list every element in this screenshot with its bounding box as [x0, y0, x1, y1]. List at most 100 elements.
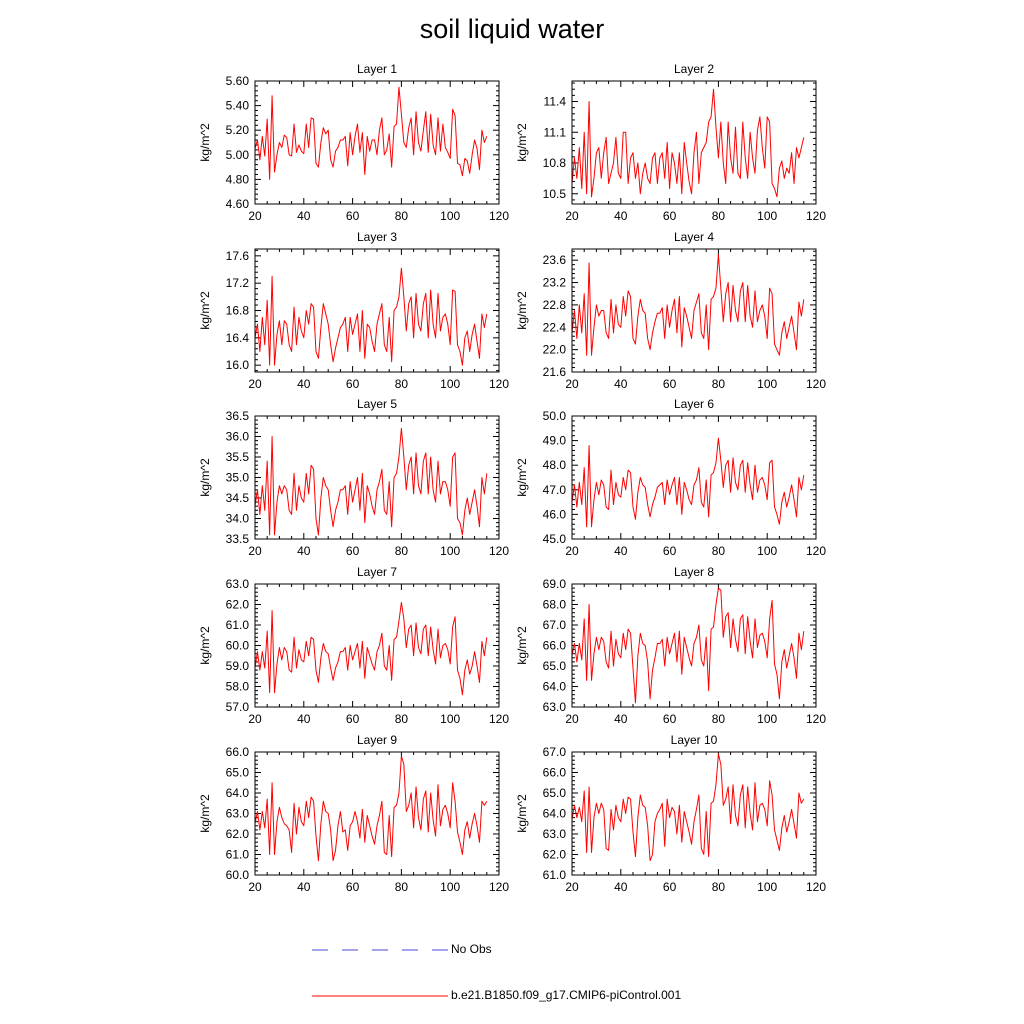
layer-3-title: Layer 3 — [357, 230, 397, 244]
layer-9-xtick-label: 120 — [489, 880, 509, 894]
layer-5-xtick-label: 100 — [440, 544, 460, 558]
layer-5-ytick-label: 36.0 — [226, 430, 250, 444]
layer-2-xtick-label: 60 — [663, 209, 677, 223]
layer-2-ytick-label: 11.4 — [544, 95, 567, 109]
layer-9-ytick-label: 66.0 — [226, 745, 250, 759]
layer-5-xtick-label: 60 — [346, 544, 360, 558]
layer-10-plot-frame — [571, 751, 817, 876]
layer-10-ytick-label: 61.0 — [543, 868, 567, 882]
layer-4-xtick-label: 80 — [712, 377, 726, 391]
layer-4-ytick-label: 23.2 — [543, 276, 567, 290]
layer-9-ytick-label: 63.0 — [226, 807, 250, 821]
layer-4-xtick-label: 60 — [663, 377, 677, 391]
layer-4-xtick-label: 40 — [614, 377, 628, 391]
layer-1-ytick-label: 4.60 — [226, 197, 250, 211]
layer-9-series-line — [254, 755, 488, 862]
layer-4-series-line — [571, 254, 805, 356]
layer-6-ytick-label: 48.0 — [543, 458, 567, 472]
layer-5-ytick-label: 35.0 — [226, 471, 250, 485]
layer-2-title: Layer 2 — [674, 62, 714, 76]
layer-9-plot-frame — [254, 751, 500, 876]
layer-6-ytick-label: 47.0 — [543, 483, 567, 497]
layer-9-ytick-label: 64.0 — [226, 786, 250, 800]
layer-8-ytick-label: 65.0 — [543, 659, 567, 673]
layer-10-ylabel: kg/m^2 — [515, 794, 529, 833]
layer-7-ylabel: kg/m^2 — [198, 626, 212, 665]
layer-4-ylabel: kg/m^2 — [515, 291, 529, 330]
layer-7-ytick-label: 62.0 — [226, 598, 250, 612]
layer-8-ytick-label: 66.0 — [543, 639, 567, 653]
layer-8-xtick-label: 40 — [614, 712, 628, 726]
layer-7-xtick-label: 60 — [346, 712, 360, 726]
layer-1-ylabel: kg/m^2 — [198, 123, 212, 162]
layer-4-plot-frame — [571, 248, 817, 373]
layer-2-xtick-label: 40 — [614, 209, 628, 223]
layer-3-xtick-label: 60 — [346, 377, 360, 391]
layer-8-xtick-label: 120 — [806, 712, 826, 726]
layer-4-xtick-label: 100 — [757, 377, 777, 391]
layer-3-xtick-label: 20 — [248, 377, 262, 391]
layer-3-xtick-label: 40 — [297, 377, 311, 391]
layer-5-xtick-label: 80 — [395, 544, 409, 558]
layer-4-ytick-label: 21.6 — [543, 365, 567, 379]
layer-5-xtick-label: 120 — [489, 544, 509, 558]
legend-label-no-obs: No Obs — [451, 942, 492, 956]
layer-10-ytick-label: 64.0 — [543, 807, 567, 821]
layer-4-xtick-label: 120 — [806, 377, 826, 391]
layer-3-xtick-label: 80 — [395, 377, 409, 391]
layer-7-ytick-label: 60.0 — [226, 639, 250, 653]
layer-7-xtick-label: 40 — [297, 712, 311, 726]
layer-8-xtick-label: 60 — [663, 712, 677, 726]
layer-3-ytick-label: 17.2 — [226, 276, 250, 290]
layer-6-xtick-label: 100 — [757, 544, 777, 558]
layer-10-ytick-label: 63.0 — [543, 827, 567, 841]
layer-8-ytick-label: 69.0 — [543, 577, 567, 591]
layer-1-xtick-label: 100 — [440, 209, 460, 223]
layer-5-ytick-label: 34.5 — [226, 491, 250, 505]
layer-1-title: Layer 1 — [357, 62, 397, 76]
layer-1-xtick-label: 60 — [346, 209, 360, 223]
layer-3-xtick-label: 120 — [489, 377, 509, 391]
layer-8-ytick-label: 67.0 — [543, 618, 567, 632]
layer-7-ytick-label: 59.0 — [226, 659, 250, 673]
layer-5-ytick-label: 34.0 — [226, 512, 250, 526]
layer-1-series-line — [254, 86, 488, 180]
layer-2-ylabel: kg/m^2 — [515, 123, 529, 162]
layer-8-series-line — [571, 587, 805, 704]
layer-6-xtick-label: 20 — [565, 544, 579, 558]
layer-9-xtick-label: 60 — [346, 880, 360, 894]
layer-6-ytick-label: 45.0 — [543, 532, 567, 546]
layer-10-xtick-label: 60 — [663, 880, 677, 894]
layer-7-xtick-label: 80 — [395, 712, 409, 726]
layer-6-xtick-label: 80 — [712, 544, 726, 558]
layer-9-ytick-label: 62.0 — [226, 827, 250, 841]
layer-4-ytick-label: 23.6 — [543, 253, 567, 267]
layer-4-ytick-label: 22.4 — [543, 320, 567, 334]
layer-3-plot-frame — [254, 248, 500, 373]
layer-6-ytick-label: 46.0 — [543, 507, 567, 521]
layer-8-plot-frame — [571, 583, 817, 708]
layer-10-series-line — [571, 753, 805, 862]
layer-8-ylabel: kg/m^2 — [515, 626, 529, 665]
layer-10-ytick-label: 65.0 — [543, 786, 567, 800]
layer-1-xtick-label: 40 — [297, 209, 311, 223]
layer-9-xtick-label: 20 — [248, 880, 262, 894]
layer-2-plot-frame — [571, 80, 817, 205]
layer-10-xtick-label: 100 — [757, 880, 777, 894]
layer-2-xtick-label: 20 — [565, 209, 579, 223]
layer-10-ytick-label: 67.0 — [543, 745, 567, 759]
layer-2-xtick-label: 80 — [712, 209, 726, 223]
layer-1-xtick-label: 80 — [395, 209, 409, 223]
layer-9-xtick-label: 80 — [395, 880, 409, 894]
layer-7-title: Layer 7 — [357, 565, 397, 579]
layer-6-title: Layer 6 — [674, 397, 714, 411]
layer-7-ytick-label: 58.0 — [226, 680, 250, 694]
page-title: soil liquid water — [419, 14, 605, 44]
layer-5-ylabel: kg/m^2 — [198, 458, 212, 497]
layer-9-title: Layer 9 — [357, 733, 397, 747]
layer-3-xtick-label: 100 — [440, 377, 460, 391]
layer-2-ytick-label: 10.5 — [543, 187, 567, 201]
layer-7-xtick-label: 20 — [248, 712, 262, 726]
layer-9-ylabel: kg/m^2 — [198, 794, 212, 833]
